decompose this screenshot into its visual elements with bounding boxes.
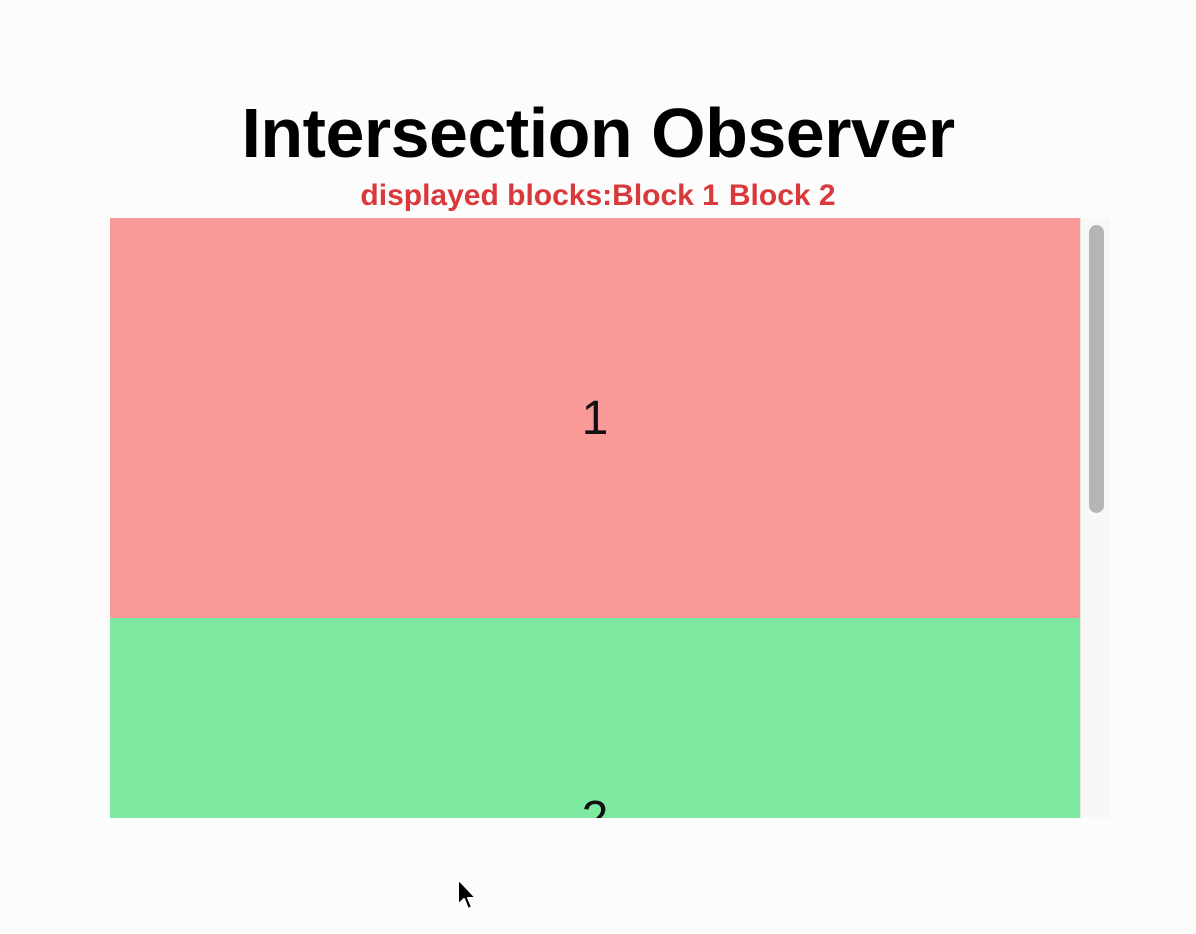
block: 1 bbox=[110, 218, 1080, 618]
scrollbar-thumb[interactable] bbox=[1089, 225, 1104, 513]
scroll-content: 12 bbox=[110, 218, 1080, 818]
status-line: displayed blocks:Block 1 Block 2 bbox=[0, 178, 1196, 214]
displayed-block: Block 1 bbox=[612, 179, 719, 212]
scrollbar-track[interactable] bbox=[1080, 218, 1110, 818]
page-title: Intersection Observer bbox=[241, 94, 955, 172]
block-label: 1 bbox=[581, 391, 609, 445]
scroll-container[interactable]: 12 bbox=[110, 218, 1110, 818]
block: 2 bbox=[110, 618, 1080, 818]
displayed-block: Block 2 bbox=[728, 179, 836, 212]
mouse-cursor bbox=[457, 878, 477, 910]
displayed-list: Block 1 Block 2 bbox=[612, 179, 835, 212]
status-label: displayed blocks: bbox=[360, 179, 613, 212]
block-label: 2 bbox=[582, 791, 609, 818]
